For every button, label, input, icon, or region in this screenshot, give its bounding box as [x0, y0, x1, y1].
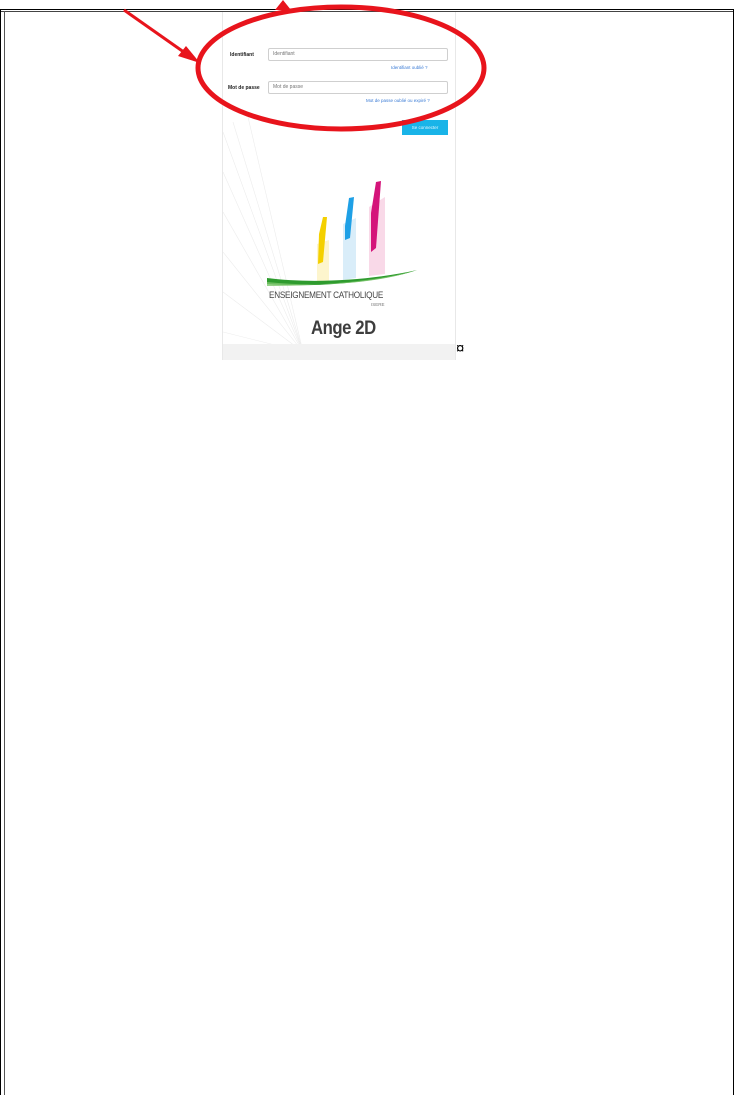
logo-product-name: Ange 2D: [311, 318, 376, 339]
annotation-arrow-left: [123, 8, 200, 63]
enseignement-catholique-logo: [267, 181, 417, 286]
cell-end-marker: ¤: [456, 340, 465, 357]
login-screenshot: Identifiant Identifiant oublié ? Mot de …: [222, 12, 456, 360]
logo-region: ISERE: [371, 302, 385, 307]
screenshot-footer: [223, 344, 455, 360]
table-border-left: [0, 9, 1, 1095]
background-rays: [223, 116, 304, 353]
logo-organization: ENSEIGNEMENT CATHOLIQUE: [269, 290, 384, 301]
table-border-left-inner: [4, 11, 5, 1095]
table-border-top: [0, 9, 734, 10]
